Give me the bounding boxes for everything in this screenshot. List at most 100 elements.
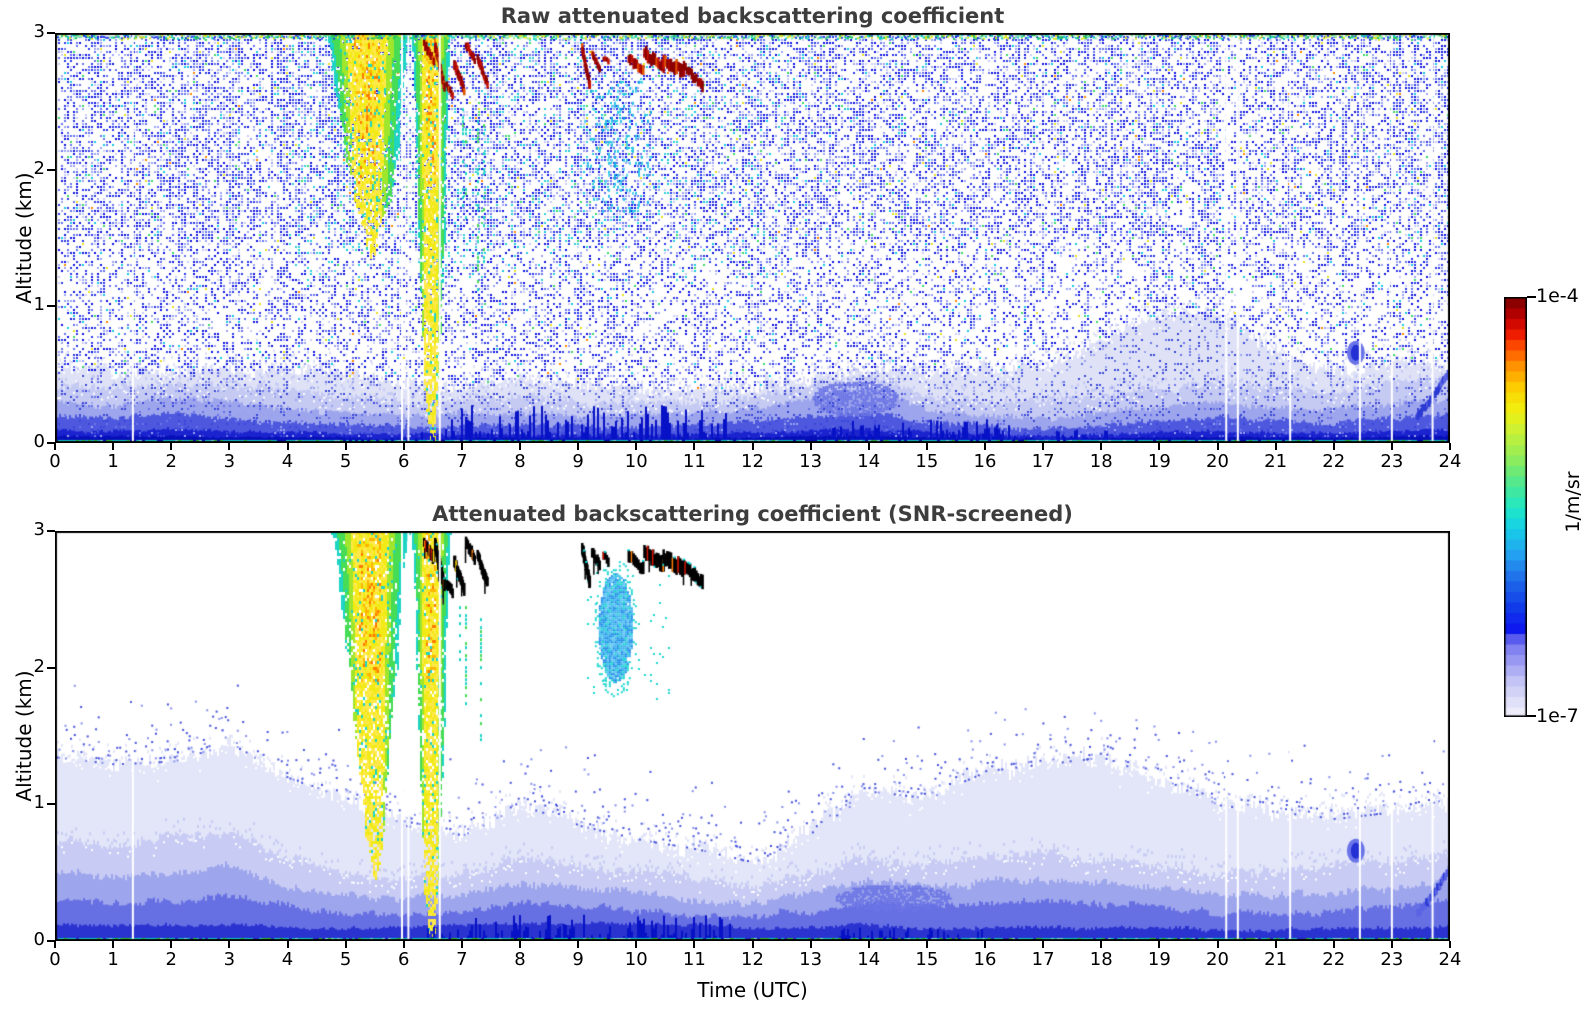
x-axis-label: Time (UTC) bbox=[697, 978, 808, 1002]
x-tick bbox=[1158, 941, 1161, 948]
x-tick-label: 7 bbox=[456, 451, 468, 472]
y-tick bbox=[47, 168, 55, 171]
x-tick-label: 17 bbox=[1031, 949, 1055, 970]
raw-panel-title: Raw attenuated backscattering coefficien… bbox=[500, 4, 1005, 28]
y-tick bbox=[47, 442, 55, 444]
x-tick bbox=[1332, 443, 1335, 450]
x-tick bbox=[984, 443, 986, 450]
y-tick bbox=[47, 530, 55, 532]
x-tick-label: 1 bbox=[107, 451, 119, 472]
x-tick bbox=[519, 443, 521, 450]
x-tick bbox=[228, 443, 231, 450]
x-tick-label: 7 bbox=[456, 949, 468, 970]
x-tick-label: 19 bbox=[1147, 451, 1171, 472]
x-tick-label: 16 bbox=[973, 949, 997, 970]
x-tick bbox=[170, 443, 173, 450]
x-tick-label: 24 bbox=[1438, 949, 1462, 970]
screened-heatmap bbox=[55, 531, 1450, 941]
x-tick-label: 4 bbox=[281, 451, 294, 472]
colorbar-bottom-tick bbox=[1527, 715, 1536, 717]
x-tick bbox=[867, 443, 870, 450]
x-tick bbox=[809, 941, 812, 948]
x-tick-label: 21 bbox=[1264, 451, 1288, 472]
x-tick bbox=[751, 941, 754, 948]
x-tick-label: 23 bbox=[1380, 949, 1404, 970]
colorbar-top-tick bbox=[1527, 296, 1536, 298]
x-tick bbox=[1158, 443, 1161, 450]
x-tick bbox=[344, 941, 347, 948]
x-tick bbox=[809, 443, 812, 450]
x-tick-label: 18 bbox=[1089, 949, 1113, 970]
x-tick-label: 14 bbox=[857, 949, 881, 970]
y-tick bbox=[47, 666, 55, 669]
x-tick-label: 4 bbox=[281, 949, 294, 970]
x-tick bbox=[1100, 443, 1103, 450]
x-tick bbox=[54, 941, 56, 948]
x-tick bbox=[1449, 443, 1451, 450]
x-tick bbox=[519, 941, 521, 948]
x-tick bbox=[1042, 443, 1045, 450]
x-tick-label: 18 bbox=[1089, 451, 1113, 472]
x-tick-label: 24 bbox=[1438, 451, 1462, 472]
x-tick-label: 20 bbox=[1206, 949, 1229, 970]
x-tick bbox=[1332, 941, 1335, 948]
x-tick-label: 0 bbox=[49, 451, 61, 472]
x-tick bbox=[286, 443, 289, 450]
x-tick-label: 12 bbox=[741, 949, 764, 970]
y-tick bbox=[47, 32, 55, 34]
x-tick-label: 14 bbox=[857, 451, 881, 472]
x-tick bbox=[460, 443, 463, 450]
y-tick-label: 1 bbox=[33, 294, 45, 316]
x-tick-label: 12 bbox=[741, 451, 764, 472]
y-tick-label: 2 bbox=[33, 157, 45, 179]
x-tick bbox=[867, 941, 870, 948]
y-tick-label: 3 bbox=[33, 21, 45, 42]
x-tick-label: 10 bbox=[624, 451, 648, 472]
x-tick-label: 22 bbox=[1322, 949, 1346, 970]
x-tick-label: 13 bbox=[799, 451, 823, 472]
x-tick bbox=[1390, 443, 1393, 450]
x-tick-label: 11 bbox=[682, 451, 706, 472]
x-tick bbox=[112, 941, 115, 948]
x-tick bbox=[1042, 941, 1045, 948]
x-tick-label: 1 bbox=[107, 949, 119, 970]
x-tick bbox=[1274, 941, 1277, 948]
x-tick-label: 5 bbox=[339, 451, 352, 472]
colorbar bbox=[1504, 297, 1527, 717]
colorbar-min-label: 1e-7 bbox=[1536, 705, 1579, 727]
x-tick bbox=[635, 941, 638, 948]
x-tick bbox=[635, 443, 638, 450]
x-tick-label: 8 bbox=[514, 451, 526, 472]
y-tick bbox=[47, 803, 55, 806]
x-tick bbox=[460, 941, 463, 948]
x-tick-label: 2 bbox=[165, 451, 177, 472]
x-tick bbox=[1274, 443, 1277, 450]
y-tick bbox=[47, 305, 55, 308]
x-tick-label: 19 bbox=[1147, 949, 1171, 970]
x-tick-label: 17 bbox=[1031, 451, 1055, 472]
colorbar-max-label: 1e-4 bbox=[1536, 285, 1579, 307]
x-tick-label: 15 bbox=[915, 949, 939, 970]
x-tick-label: 9 bbox=[572, 451, 584, 472]
x-tick bbox=[402, 443, 405, 450]
x-tick bbox=[344, 443, 347, 450]
x-tick bbox=[54, 443, 56, 450]
y-tick-label: 0 bbox=[33, 929, 45, 950]
x-tick-label: 3 bbox=[223, 451, 236, 472]
x-tick bbox=[925, 941, 928, 948]
raw-heatmap bbox=[55, 33, 1450, 443]
x-tick-label: 23 bbox=[1380, 451, 1404, 472]
x-tick bbox=[751, 443, 754, 450]
x-tick-label: 3 bbox=[223, 949, 236, 970]
x-tick-label: 10 bbox=[624, 949, 648, 970]
x-tick-label: 5 bbox=[339, 949, 352, 970]
x-tick bbox=[286, 941, 289, 948]
x-tick-label: 16 bbox=[973, 451, 997, 472]
colorbar-unit-label: 1/m/sr bbox=[1562, 471, 1584, 533]
x-tick bbox=[402, 941, 405, 948]
y-tick-label: 1 bbox=[33, 792, 45, 814]
x-tick bbox=[1449, 941, 1451, 948]
x-tick-label: 20 bbox=[1206, 451, 1229, 472]
y-tick-label: 0 bbox=[33, 431, 45, 452]
x-tick bbox=[112, 443, 115, 450]
